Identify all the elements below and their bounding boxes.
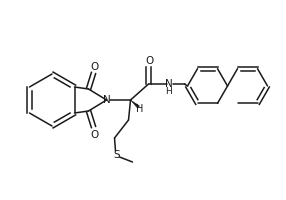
Text: N: N: [165, 79, 172, 89]
Text: H: H: [136, 103, 143, 113]
Text: H: H: [165, 87, 172, 96]
Text: O: O: [145, 56, 154, 66]
Polygon shape: [130, 100, 140, 109]
Text: O: O: [90, 129, 99, 139]
Text: N: N: [103, 95, 110, 104]
Text: S: S: [113, 149, 120, 159]
Text: O: O: [90, 62, 99, 72]
